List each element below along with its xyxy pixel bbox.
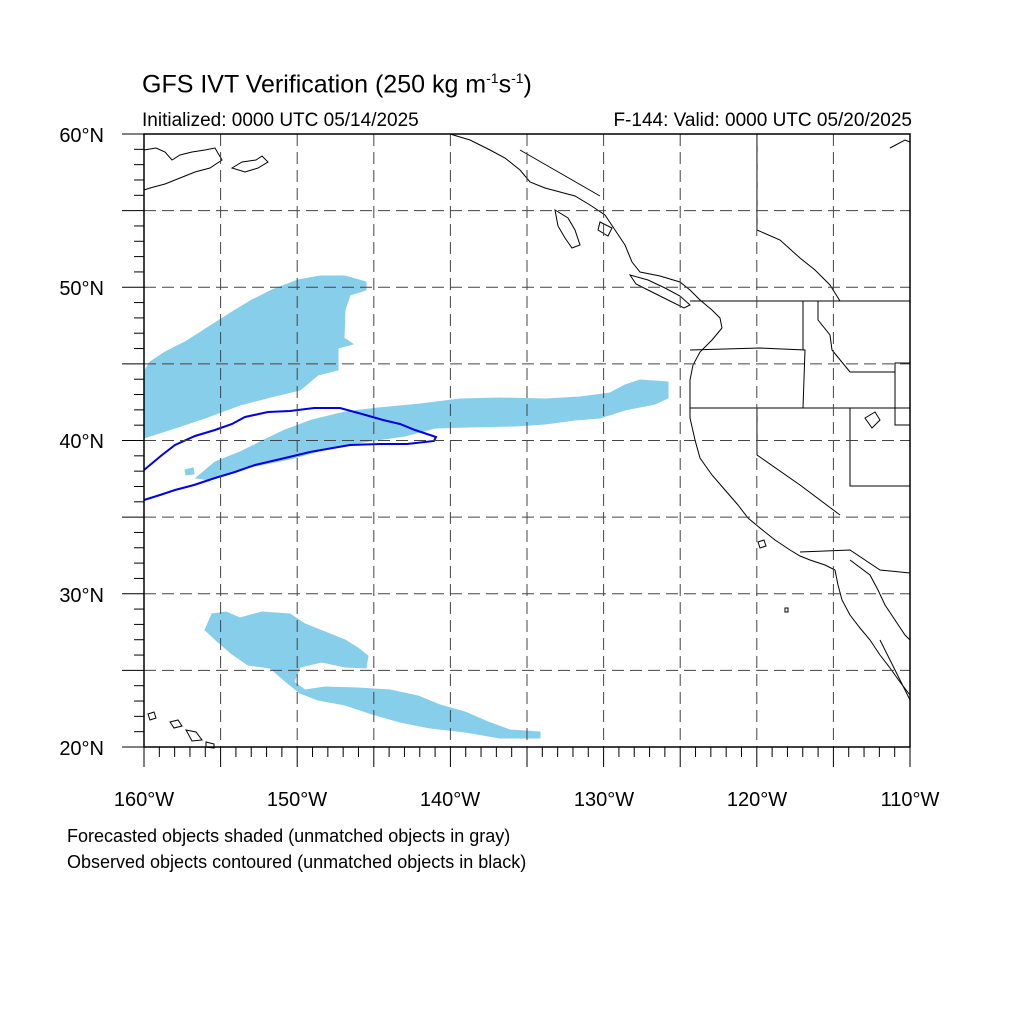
caption-observed: Observed objects contoured (unmatched ob… xyxy=(67,852,527,872)
caption-forecast: Forecasted objects shaded (unmatched obj… xyxy=(67,826,511,846)
lon-label-130w: 130°W xyxy=(574,789,634,811)
lon-label-150w: 150°W xyxy=(267,789,327,811)
chart-title: GFS IVT Verification (250 kg m-1s-1) xyxy=(142,70,532,99)
valid-time: F-144: Valid: 0000 UTC 05/20/2025 xyxy=(613,110,912,131)
lat-label-50n: 50°N xyxy=(59,278,104,300)
lon-label-160w: 160°W xyxy=(114,789,174,811)
forecast-object-southwest xyxy=(204,611,541,739)
lon-label-120w: 120°W xyxy=(727,789,787,811)
graticule xyxy=(144,134,910,747)
forecast-object-central-fragment xyxy=(184,467,195,476)
longitude-labels: 160°W 150°W 140°W 130°W 120°W 110°W xyxy=(114,789,940,811)
lat-label-40n: 40°N xyxy=(59,431,104,453)
axis-ticks xyxy=(122,133,911,767)
forecast-object-northwest xyxy=(143,275,367,439)
lat-label-60n: 60°N xyxy=(59,125,104,147)
lat-label-30n: 30°N xyxy=(59,585,104,607)
lat-label-20n: 20°N xyxy=(59,738,104,760)
latitude-labels: 60°N 50°N 40°N 30°N 20°N xyxy=(59,125,104,760)
lon-label-140w: 140°W xyxy=(420,789,480,811)
observed-object-contour xyxy=(143,407,438,501)
lon-label-110w: 110°W xyxy=(881,789,940,811)
forecast-objects xyxy=(143,275,669,739)
initialized-time: Initialized: 0000 UTC 05/14/2025 xyxy=(142,110,419,131)
